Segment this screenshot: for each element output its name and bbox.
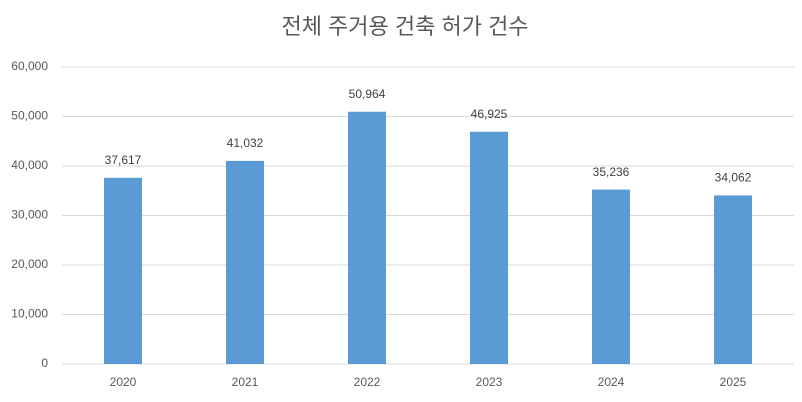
chart-title: 전체 주거용 건축 허가 건수	[281, 14, 528, 39]
data-label: 46,925	[471, 107, 508, 121]
data-label: 37,617	[105, 153, 142, 167]
x-tick-label: 2021	[232, 375, 259, 389]
bar	[348, 111, 386, 364]
y-tick-label: 20,000	[11, 257, 48, 271]
data-label: 34,062	[715, 171, 752, 185]
x-tick-label: 2020	[110, 375, 137, 389]
x-tick-label: 2024	[598, 375, 625, 389]
x-tick-label: 2023	[476, 375, 503, 389]
x-tick-label: 2022	[354, 375, 381, 389]
bar	[714, 195, 752, 364]
y-tick-label: 60,000	[11, 59, 48, 73]
y-tick-label: 40,000	[11, 158, 48, 172]
bar	[226, 160, 264, 364]
y-tick-label: 0	[41, 356, 48, 370]
data-label: 41,032	[227, 136, 264, 150]
y-tick-label: 50,000	[11, 109, 48, 123]
bar	[592, 189, 630, 364]
bar	[470, 131, 508, 364]
y-tick-label: 30,000	[11, 208, 48, 222]
bar	[104, 177, 142, 364]
x-tick-label: 2025	[720, 375, 747, 389]
data-label: 50,964	[349, 87, 386, 101]
y-tick-label: 10,000	[11, 307, 48, 321]
data-label: 35,236	[593, 165, 630, 179]
